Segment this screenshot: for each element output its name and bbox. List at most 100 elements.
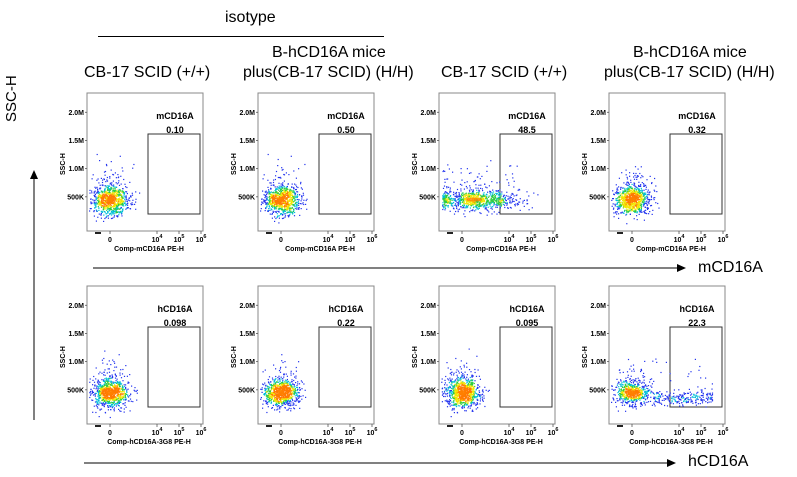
event-dot bbox=[131, 194, 134, 196]
event-dot bbox=[640, 187, 642, 189]
event-dot bbox=[477, 204, 479, 206]
event-dot bbox=[108, 402, 110, 404]
event-dot bbox=[120, 369, 122, 371]
event-dot bbox=[95, 187, 97, 189]
event-dot bbox=[264, 200, 266, 202]
event-dot bbox=[272, 200, 274, 202]
event-dot bbox=[125, 200, 127, 202]
event-dot bbox=[292, 204, 294, 206]
event-dot bbox=[504, 201, 506, 204]
event-dot bbox=[630, 206, 632, 208]
event-dot bbox=[289, 203, 291, 205]
x-tick-label: 104 bbox=[152, 427, 164, 437]
event-dot bbox=[275, 200, 277, 202]
event-dot bbox=[482, 204, 484, 206]
event-dot bbox=[127, 202, 129, 204]
event-dots bbox=[89, 350, 138, 419]
event-dot bbox=[104, 208, 106, 210]
event-dot bbox=[100, 391, 102, 393]
event-dot bbox=[96, 153, 98, 156]
event-dot bbox=[494, 195, 496, 197]
event-dot bbox=[301, 195, 303, 197]
event-dot bbox=[467, 197, 469, 199]
event-dot bbox=[289, 193, 291, 195]
event-dot bbox=[286, 199, 288, 201]
event-dot bbox=[108, 398, 110, 400]
event-dot bbox=[106, 204, 108, 206]
event-dot bbox=[109, 208, 112, 210]
event-dot bbox=[638, 189, 640, 191]
event-dot bbox=[97, 189, 99, 191]
event-dot bbox=[445, 204, 447, 206]
event-dot bbox=[116, 192, 118, 194]
event-dot bbox=[105, 391, 107, 393]
event-dot bbox=[281, 402, 283, 404]
event-dot bbox=[105, 193, 107, 195]
y-axis-label: SSC-H bbox=[582, 153, 589, 175]
event-dot bbox=[445, 200, 447, 202]
event-dot bbox=[97, 388, 99, 390]
event-dot bbox=[632, 206, 635, 208]
event-dot bbox=[267, 378, 269, 381]
event-dot bbox=[101, 197, 104, 199]
gate-rectangle bbox=[147, 326, 201, 408]
event-dot bbox=[640, 177, 642, 179]
event-dot bbox=[499, 189, 501, 191]
event-dot bbox=[105, 193, 107, 196]
event-dot bbox=[464, 195, 466, 197]
event-dot bbox=[654, 177, 656, 180]
event-dot bbox=[285, 190, 287, 192]
event-dot bbox=[93, 387, 95, 389]
event-dot bbox=[279, 204, 281, 206]
event-dot bbox=[487, 201, 489, 203]
event-dot bbox=[628, 207, 630, 209]
gate-value: 0.10 bbox=[166, 125, 184, 135]
event-dot bbox=[269, 182, 271, 184]
y-axis-label: SSC-H bbox=[231, 346, 238, 368]
event-dot bbox=[637, 191, 639, 193]
event-dot bbox=[120, 401, 122, 403]
event-dot bbox=[492, 199, 494, 201]
event-dot bbox=[291, 206, 293, 209]
event-dot bbox=[266, 199, 269, 201]
event-dot bbox=[448, 202, 450, 204]
event-dot bbox=[109, 405, 111, 407]
event-dot bbox=[121, 212, 123, 214]
event-dot bbox=[263, 194, 265, 196]
event-dot bbox=[623, 197, 625, 199]
event-dot bbox=[483, 200, 485, 202]
event-dot bbox=[630, 192, 633, 194]
event-dot bbox=[636, 189, 638, 191]
event-dot bbox=[98, 392, 100, 394]
event-dot bbox=[528, 195, 530, 197]
event-dot bbox=[107, 377, 110, 379]
event-dot bbox=[482, 199, 484, 201]
event-dot bbox=[119, 383, 121, 385]
y-tick-label: 1.5M bbox=[68, 138, 84, 145]
event-dot bbox=[644, 198, 646, 200]
event-dot bbox=[267, 186, 269, 188]
event-dot bbox=[450, 202, 452, 204]
event-dot bbox=[106, 192, 108, 194]
gate-value: 0.098 bbox=[164, 318, 187, 328]
event-dot bbox=[491, 192, 493, 194]
event-dot bbox=[296, 398, 298, 400]
event-dot bbox=[280, 388, 282, 390]
event-dot bbox=[499, 200, 501, 202]
event-dot bbox=[97, 199, 99, 201]
event-dot bbox=[645, 209, 647, 211]
event-dot bbox=[101, 398, 103, 400]
event-dot bbox=[95, 209, 97, 211]
event-dot bbox=[272, 393, 274, 395]
event-dot bbox=[625, 195, 627, 197]
event-dot bbox=[629, 210, 631, 212]
event-dot bbox=[271, 197, 273, 199]
event-dot bbox=[115, 375, 117, 377]
event-dot bbox=[269, 201, 272, 203]
event-dot bbox=[627, 191, 629, 193]
event-dot bbox=[113, 385, 115, 388]
event-dot bbox=[98, 390, 100, 392]
event-dot bbox=[295, 184, 297, 186]
event-dot bbox=[108, 382, 110, 384]
minor-ticks bbox=[95, 232, 101, 234]
